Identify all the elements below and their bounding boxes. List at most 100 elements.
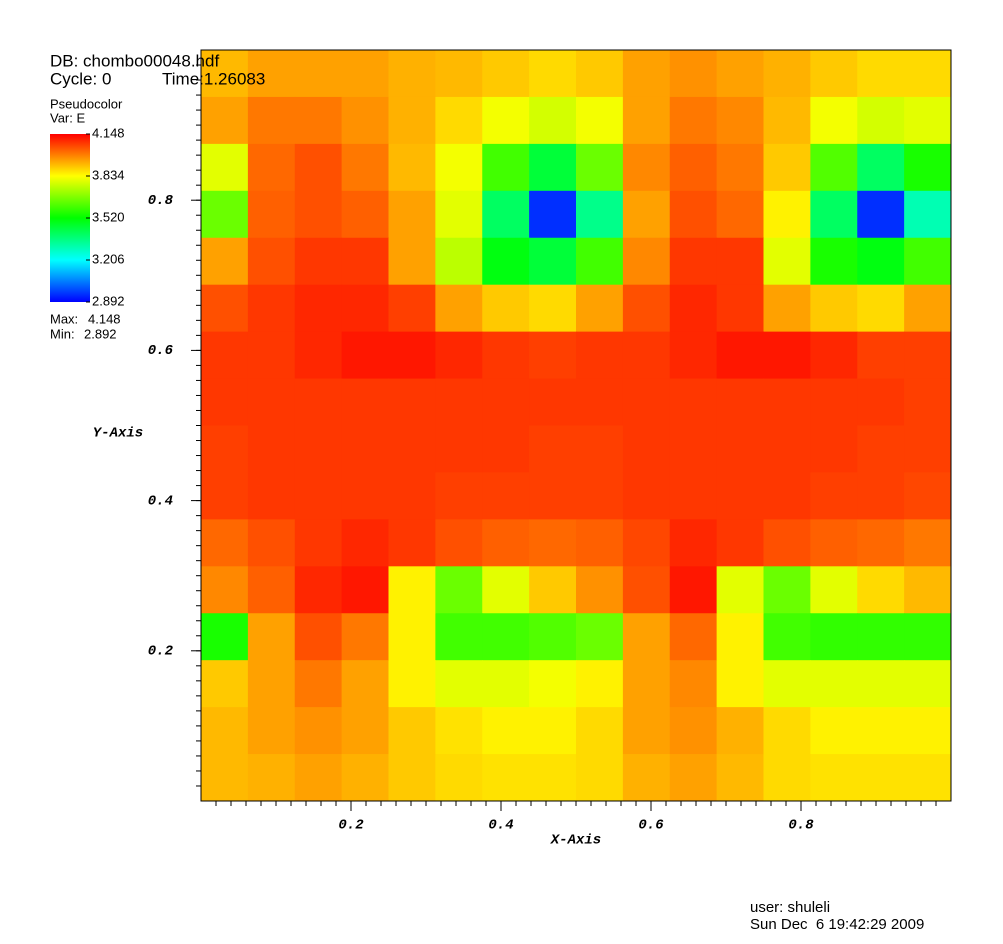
- y-axis-label: Y-Axis: [93, 426, 143, 442]
- cell: [435, 50, 483, 98]
- cell: [669, 472, 718, 520]
- cell: [247, 425, 296, 473]
- cell: [529, 331, 577, 380]
- cell: [857, 143, 905, 192]
- cell: [247, 190, 296, 239]
- cell: [341, 472, 389, 520]
- cell: [247, 331, 296, 380]
- cell: [341, 143, 389, 192]
- y-tick-label: 0.6: [148, 343, 174, 359]
- cell: [904, 425, 952, 473]
- x-axis-label: X-Axis: [550, 833, 601, 849]
- cell: [435, 660, 483, 708]
- cell: [388, 331, 436, 380]
- cell: [810, 331, 858, 380]
- cell: [622, 190, 671, 239]
- cell: [435, 754, 483, 802]
- cell: [576, 284, 624, 333]
- cell: [529, 143, 577, 192]
- cell: [716, 96, 764, 145]
- cell: [247, 143, 296, 192]
- cell: [388, 284, 436, 333]
- date: Sun Dec 6 19:42:29 2009: [750, 916, 924, 933]
- cell: [576, 50, 624, 98]
- cell: [669, 143, 718, 192]
- cell: [341, 331, 389, 380]
- cell: [201, 519, 249, 567]
- cell: [482, 425, 530, 473]
- cell: [388, 237, 436, 286]
- cell: [388, 472, 436, 520]
- cell: [482, 237, 530, 286]
- cell: [716, 707, 764, 755]
- cell: [810, 378, 858, 426]
- cell: [201, 425, 249, 473]
- cell: [622, 566, 671, 614]
- cell: [576, 96, 624, 145]
- cell: [529, 566, 577, 614]
- cell: [529, 96, 577, 145]
- x-tick-label: 0.6: [638, 818, 664, 834]
- cell: [669, 96, 718, 145]
- cell: [341, 50, 389, 98]
- cell: [201, 754, 249, 802]
- cell: [247, 754, 296, 802]
- colorbar-tick-label: 3.206: [92, 251, 125, 266]
- cell: [294, 237, 343, 286]
- cell: [388, 425, 436, 473]
- cell: [810, 613, 858, 661]
- cell: [482, 190, 530, 239]
- cell: [857, 425, 905, 473]
- cell: [810, 660, 858, 708]
- cell: [810, 237, 858, 286]
- cell: [857, 707, 905, 755]
- cell: [763, 660, 811, 708]
- cell: [622, 519, 671, 567]
- cell: [294, 754, 343, 802]
- cell: [857, 566, 905, 614]
- cell: [904, 237, 952, 286]
- cell: [622, 96, 671, 145]
- cell: [201, 378, 249, 426]
- cell: [904, 754, 952, 802]
- cell: [669, 331, 718, 380]
- cell: [810, 50, 858, 98]
- colorbar-tick-label: 4.148: [92, 125, 125, 140]
- cell: [201, 566, 249, 614]
- cell: [435, 331, 483, 380]
- cell: [247, 519, 296, 567]
- cell: [341, 190, 389, 239]
- cell: [294, 707, 343, 755]
- cell: [341, 754, 389, 802]
- cell: [716, 50, 764, 98]
- cell: [810, 519, 858, 567]
- cell: [529, 237, 577, 286]
- cell: [763, 378, 811, 426]
- cell: [529, 50, 577, 98]
- cell: [576, 190, 624, 239]
- cell: [810, 566, 858, 614]
- cell: [810, 707, 858, 755]
- colorbar-tick-label: 2.892: [92, 293, 125, 308]
- cell: [810, 284, 858, 333]
- cell: [763, 284, 811, 333]
- cell: [529, 519, 577, 567]
- y-tick-label: 0.8: [148, 193, 174, 209]
- cell: [716, 331, 764, 380]
- cell: [201, 660, 249, 708]
- cell: [435, 96, 483, 145]
- cell: [294, 425, 343, 473]
- cell: [388, 707, 436, 755]
- cell: [857, 519, 905, 567]
- cell: [341, 566, 389, 614]
- cell: [529, 472, 577, 520]
- cell: [576, 707, 624, 755]
- cell: [388, 660, 436, 708]
- cell: [388, 96, 436, 145]
- cell: [622, 378, 671, 426]
- cell: [810, 143, 858, 192]
- cell: [810, 190, 858, 239]
- cell: [435, 425, 483, 473]
- cell: [529, 613, 577, 661]
- cell: [716, 378, 764, 426]
